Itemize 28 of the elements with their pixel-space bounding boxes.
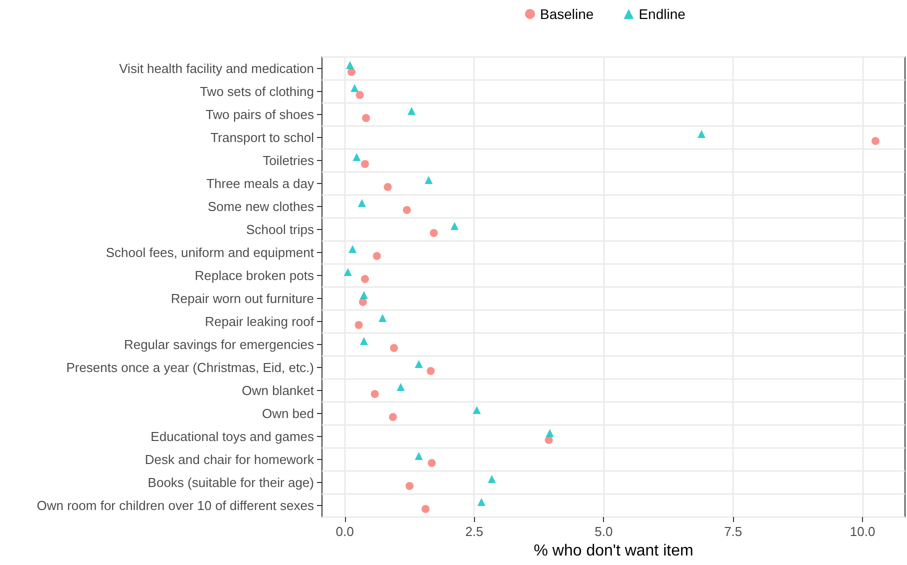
x-tick-label: 5.0 [594,524,613,539]
x-axis-title: % who don't want item [534,542,694,560]
y-tick-label: Educational toys and games [150,429,314,444]
y-tick-label: Regular savings for emergencies [124,337,314,352]
y-tick-label: School trips [246,222,314,237]
y-tick-label: Transport to schol [210,130,314,145]
legend-label: Baseline [540,6,594,22]
y-tick-label: Repair leaking roof [204,314,314,329]
y-tick-label: Two sets of clothing [200,84,314,99]
y-tick-label: School fees, uniform and equipment [106,245,314,260]
y-tick-label: Visit health facility and medication [119,61,314,76]
y-tick-label: Two pairs of shoes [206,107,314,122]
y-tick-label: Replace broken pots [194,268,314,283]
y-tick-label: Three meals a day [206,176,314,191]
y-tick-label: Presents once a year (Christmas, Eid, etc.) [66,360,314,375]
y-tick-label: Own bed [262,406,314,421]
y-tick-label: Some new clothes [208,199,314,214]
x-tick-label: 10.0 [850,524,876,539]
y-tick-label: Desk and chair for homework [144,452,314,467]
y-tick-label: Toiletries [262,153,314,168]
x-tick-label: 2.5 [465,524,484,539]
y-tick-label: Books (suitable for their age) [148,475,314,490]
y-tick-label: Own blanket [242,383,314,398]
x-tick-label: 7.5 [724,524,742,539]
y-tick-label: Repair worn out furniture [170,291,314,306]
y-tick-label: Own room for children over 10 of different sexes [36,498,314,513]
legend-label: Endline [638,6,686,22]
x-tick-label: 0.0 [336,524,354,539]
